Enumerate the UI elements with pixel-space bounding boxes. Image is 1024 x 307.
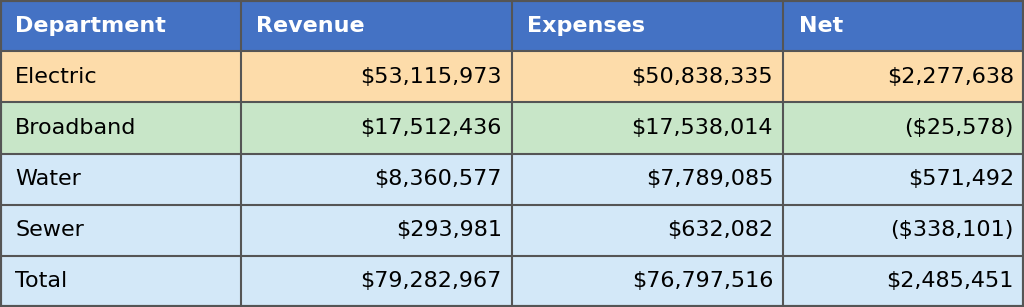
Bar — [241, 205, 512, 256]
Bar — [0, 256, 241, 307]
Bar — [512, 0, 783, 51]
Text: $571,492: $571,492 — [907, 169, 1014, 189]
Bar — [241, 102, 512, 154]
Text: $17,538,014: $17,538,014 — [632, 118, 773, 138]
Text: $2,277,638: $2,277,638 — [887, 67, 1014, 87]
Text: $632,082: $632,082 — [667, 220, 773, 240]
Bar — [512, 154, 783, 205]
Text: Broadband: Broadband — [15, 118, 137, 138]
Bar — [512, 256, 783, 307]
Bar — [512, 51, 783, 102]
Text: Expenses: Expenses — [527, 16, 645, 36]
Text: Sewer: Sewer — [15, 220, 84, 240]
Bar — [783, 154, 1024, 205]
Bar — [241, 51, 512, 102]
Text: $53,115,973: $53,115,973 — [360, 67, 502, 87]
Bar — [241, 256, 512, 307]
Bar — [0, 154, 241, 205]
Text: $50,838,335: $50,838,335 — [632, 67, 773, 87]
Text: $17,512,436: $17,512,436 — [360, 118, 502, 138]
Bar — [0, 102, 241, 154]
Bar — [0, 51, 241, 102]
Text: Water: Water — [15, 169, 81, 189]
Text: $79,282,967: $79,282,967 — [360, 271, 502, 291]
Text: Electric: Electric — [15, 67, 98, 87]
Bar — [241, 0, 512, 51]
Text: Total: Total — [15, 271, 68, 291]
Bar — [512, 205, 783, 256]
Bar — [783, 256, 1024, 307]
Bar — [0, 0, 241, 51]
Bar — [783, 205, 1024, 256]
Text: Department: Department — [15, 16, 166, 36]
Text: $8,360,577: $8,360,577 — [375, 169, 502, 189]
Text: $7,789,085: $7,789,085 — [646, 169, 773, 189]
Text: ($338,101): ($338,101) — [891, 220, 1014, 240]
Bar — [783, 51, 1024, 102]
Text: ($25,578): ($25,578) — [904, 118, 1014, 138]
Bar — [783, 102, 1024, 154]
Bar — [512, 102, 783, 154]
Bar — [241, 154, 512, 205]
Text: $293,981: $293,981 — [395, 220, 502, 240]
Bar — [783, 0, 1024, 51]
Text: Revenue: Revenue — [256, 16, 365, 36]
Text: $76,797,516: $76,797,516 — [632, 271, 773, 291]
Text: $2,485,451: $2,485,451 — [887, 271, 1014, 291]
Bar — [0, 205, 241, 256]
Text: Net: Net — [799, 16, 843, 36]
